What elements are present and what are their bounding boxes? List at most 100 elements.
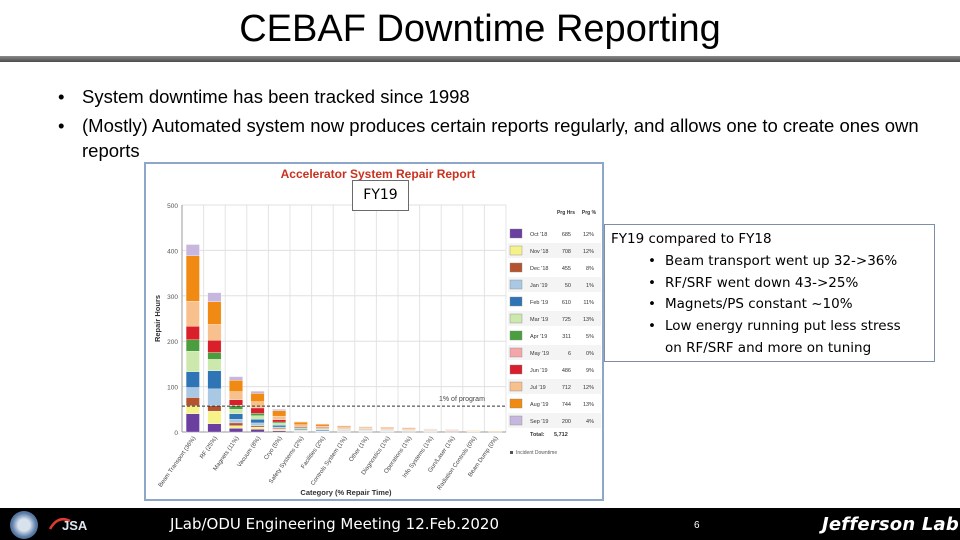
legend-percent: 8% bbox=[586, 266, 594, 272]
bar-segment bbox=[229, 391, 243, 400]
legend-percent: 11% bbox=[583, 300, 594, 306]
legend-month: Sep '19 bbox=[530, 419, 548, 425]
y-tick-label: 500 bbox=[167, 203, 178, 210]
legend-percent: 4% bbox=[586, 419, 594, 425]
bar-segment bbox=[185, 244, 200, 256]
legend-percent: 12% bbox=[583, 232, 594, 238]
bar-segment bbox=[337, 425, 351, 427]
bar-segment bbox=[229, 425, 243, 429]
legend-row bbox=[508, 226, 601, 241]
bar-segment bbox=[250, 401, 265, 409]
note-item: Magnets/PS constant ~10% bbox=[611, 294, 934, 316]
legend-percent: 0% bbox=[586, 351, 594, 357]
bullet-list: System downtime has been tracked since 1… bbox=[56, 84, 936, 167]
legend-swatch bbox=[509, 245, 523, 256]
legend-percent: 5% bbox=[586, 334, 594, 340]
bar-segment bbox=[272, 409, 287, 411]
legend-hours: 50 bbox=[565, 283, 571, 289]
legend-hours: 725 bbox=[562, 317, 571, 323]
bar-segment bbox=[229, 376, 243, 381]
legend-month: Nov '18 bbox=[530, 249, 548, 255]
bar-segment bbox=[250, 419, 265, 424]
bar-segment bbox=[229, 419, 243, 424]
bar-segment bbox=[250, 422, 265, 426]
bar-segment bbox=[207, 292, 222, 302]
bar-segment bbox=[250, 425, 265, 428]
legend-swatch bbox=[509, 381, 523, 392]
legend-swatch bbox=[509, 228, 523, 239]
y-tick-label: 300 bbox=[167, 294, 178, 301]
bar-segment bbox=[185, 351, 200, 372]
chart-svg: Accelerator System Repair Report 0 100 200… bbox=[153, 167, 601, 497]
legend-swatch bbox=[509, 262, 523, 273]
bar-segment bbox=[229, 428, 243, 433]
legend-header: Prg Hrs bbox=[557, 210, 575, 216]
legend-month: May '19 bbox=[530, 351, 549, 357]
legend-swatch bbox=[509, 313, 523, 324]
bar-segment bbox=[250, 413, 265, 416]
legend-hours: 455 bbox=[562, 266, 571, 272]
note-heading: FY19 compared to FY18 bbox=[611, 231, 772, 247]
bar-segment bbox=[207, 410, 222, 424]
bar-segment bbox=[272, 425, 287, 428]
x-axis-label: Category (% Repair Time) bbox=[300, 488, 392, 497]
bar-segment bbox=[229, 405, 243, 410]
legend-swatch bbox=[509, 347, 523, 358]
legend-hours: 486 bbox=[562, 368, 571, 374]
legend-swatch bbox=[509, 364, 523, 375]
bar-segment bbox=[272, 419, 287, 423]
legend-percent: 12% bbox=[583, 249, 594, 255]
legend-total-label: Total: bbox=[530, 432, 545, 438]
x-tick-label: Other (1%) bbox=[348, 436, 370, 463]
bar-segment bbox=[229, 413, 243, 420]
legend-hours: 200 bbox=[562, 419, 571, 425]
legend-row bbox=[508, 379, 601, 394]
legend-row bbox=[508, 328, 601, 343]
chart-title: Accelerator System Repair Report bbox=[281, 167, 476, 181]
bar-segment bbox=[358, 426, 373, 428]
legend-swatch bbox=[509, 398, 523, 409]
bar-segment bbox=[272, 415, 287, 420]
bar-segment bbox=[185, 397, 200, 406]
bullet-item: (Mostly) Automated system now produces c… bbox=[56, 113, 936, 163]
y-tick-label: 400 bbox=[167, 248, 178, 255]
footer-bar: JSA JLab/ODU Engineering Meeting 12.Feb.… bbox=[0, 508, 960, 540]
x-tick-label: Cryo (5%) bbox=[263, 436, 283, 462]
legend-hours: 311 bbox=[562, 334, 571, 340]
x-tick-label: Radiation Controls (0%) bbox=[437, 436, 478, 492]
legend-hours: 744 bbox=[562, 402, 571, 408]
bullet-item: System downtime has been tracked since 1… bbox=[56, 84, 936, 109]
bar-segment bbox=[315, 423, 330, 425]
x-tick-label: RF (25%) bbox=[199, 436, 219, 460]
legend-month: Jan '19 bbox=[530, 283, 548, 289]
bar-segment bbox=[272, 429, 287, 431]
threshold-label: 1% of program bbox=[439, 396, 485, 403]
y-tick-label: 200 bbox=[167, 339, 178, 346]
bar-segment bbox=[293, 421, 308, 425]
bar-segment bbox=[250, 429, 265, 433]
bar-segment bbox=[337, 425, 351, 428]
bar-segment bbox=[272, 426, 287, 429]
legend-swatch bbox=[509, 330, 523, 341]
legend-percent: 13% bbox=[583, 317, 594, 323]
x-tick-label: Beam Transport (36%) bbox=[158, 436, 198, 489]
note-item: RF/SRF went down 43->25% bbox=[611, 273, 934, 295]
bar-segment bbox=[272, 423, 287, 426]
bar-segment bbox=[229, 380, 243, 392]
legend-row bbox=[508, 345, 601, 360]
legend-month: Jul '19 bbox=[530, 385, 546, 391]
bar-segment bbox=[380, 426, 395, 428]
legend-hours: 610 bbox=[562, 300, 571, 306]
bar-segment bbox=[185, 405, 200, 414]
legend-header: Prg % bbox=[582, 210, 597, 216]
legend-swatch bbox=[509, 279, 523, 290]
legend-row bbox=[508, 311, 601, 326]
jsa-logo-icon: JSA bbox=[48, 518, 88, 533]
jefferson-lab-logo: Jefferson Lab bbox=[822, 514, 959, 535]
legend-swatch bbox=[509, 296, 523, 307]
bar-segment bbox=[207, 423, 222, 433]
y-tick-label: 0 bbox=[174, 430, 178, 437]
legend-table: Prg Hrs Prg % Oct '18 685 12% Nov '18 708 12% De… bbox=[508, 210, 601, 456]
repair-report-chart: Accelerator System Repair Report 0 100 200… bbox=[144, 162, 604, 501]
bar-segment bbox=[207, 370, 222, 390]
